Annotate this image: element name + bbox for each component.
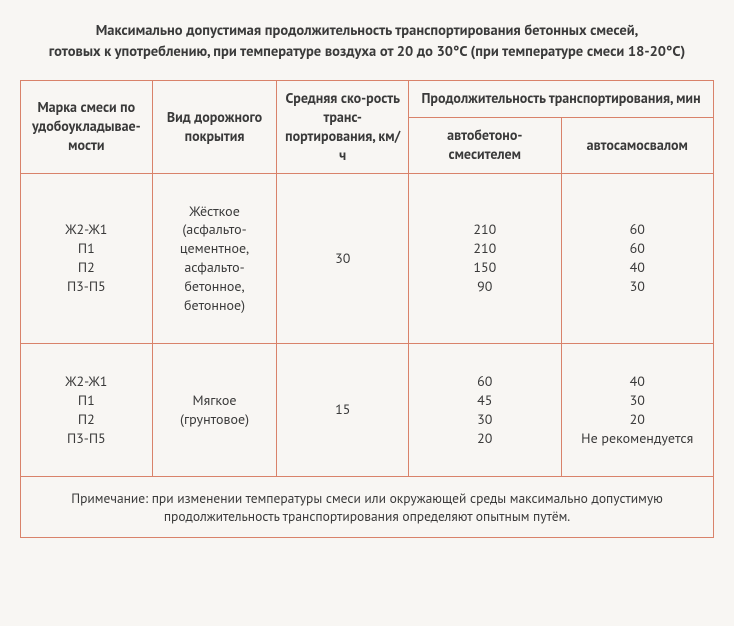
- footnote: Примечание: при изменении температуры см…: [21, 476, 714, 537]
- table-row: Ж2-Ж1 П1 П2 П3-П5 Жёсткое (асфальто-цеме…: [21, 173, 714, 343]
- table-row: Ж2-Ж1 П1 П2 П3-П5 Мягкое (грунтовое) 15 …: [21, 343, 714, 476]
- col-header-duration-group: Продолжительность транспортирования, мин: [409, 81, 714, 118]
- cell-dump: 40 30 20 Не рекомендуется: [561, 343, 714, 476]
- cell-mixer: 60 45 30 20: [409, 343, 561, 476]
- col-header-dump: автосамосвалом: [561, 117, 714, 173]
- cell-mixer: 210 210 150 90: [409, 173, 561, 343]
- cell-surface: Жёсткое (асфальто-цементное, асфальто-бе…: [152, 173, 277, 343]
- cell-marks: Ж2-Ж1 П1 П2 П3-П5: [21, 343, 153, 476]
- col-header-surface: Вид дорожного покрытия: [152, 81, 277, 174]
- col-header-speed: Средняя ско-рость транс-портирования, км…: [277, 81, 409, 174]
- col-header-mixer: автобетоно-смесителем: [409, 117, 561, 173]
- cell-speed: 15: [277, 343, 409, 476]
- cell-speed: 30: [277, 173, 409, 343]
- cell-dump: 60 60 40 30: [561, 173, 714, 343]
- col-header-marks: Марка смеси по удобоукладывае-мости: [21, 81, 153, 174]
- transport-table: Марка смеси по удобоукладывае-мости Вид …: [20, 80, 714, 538]
- page-title: Максимально допустимая продолжительность…: [20, 20, 714, 62]
- cell-surface: Мягкое (грунтовое): [152, 343, 277, 476]
- cell-marks: Ж2-Ж1 П1 П2 П3-П5: [21, 173, 153, 343]
